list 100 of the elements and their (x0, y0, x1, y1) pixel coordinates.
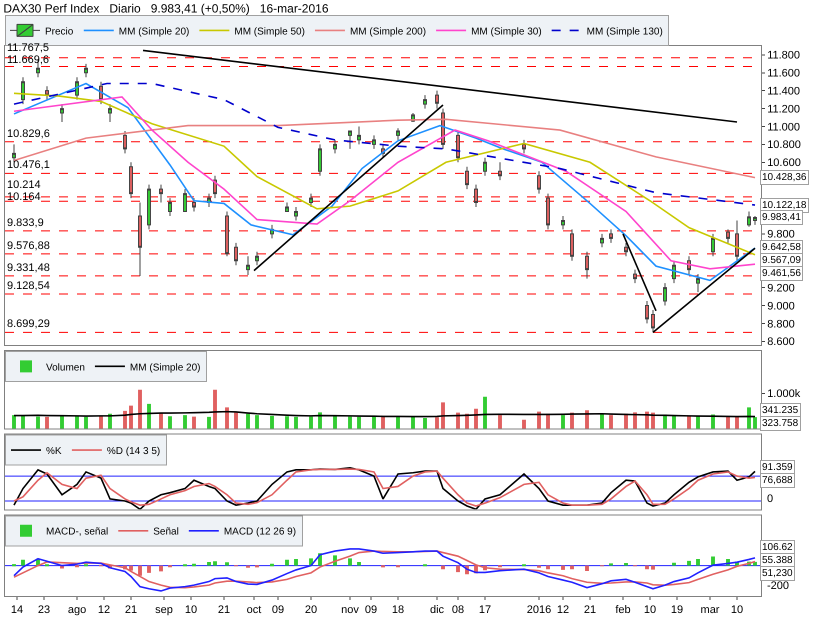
candlestick (537, 170, 541, 194)
candlestick (561, 215, 565, 230)
annotation: 51,230 (762, 568, 794, 579)
bar (294, 416, 298, 429)
bar (651, 412, 655, 429)
bar (609, 563, 613, 566)
candlestick (465, 166, 469, 190)
legend-label: MM (Simple 200) (350, 26, 426, 38)
bar (600, 414, 604, 429)
bar (609, 415, 613, 429)
candlestick (45, 86, 49, 100)
bar (483, 396, 487, 429)
ref-line-label: 10.214 (7, 179, 41, 191)
candlestick (735, 220, 739, 262)
bar (498, 415, 502, 429)
y-tick-label: 1.000k (767, 388, 801, 400)
x-tick-label: 10 (730, 604, 744, 616)
x-tick-label: 20 (304, 604, 318, 616)
candlestick (423, 94, 427, 110)
bar (192, 564, 196, 566)
bar (285, 560, 289, 566)
bar (45, 416, 49, 429)
x-tick-label: mar (700, 604, 720, 616)
bar (522, 420, 526, 429)
ref-line-label: 10.829,6 (7, 128, 50, 140)
candlestick (747, 211, 751, 228)
bar (159, 566, 163, 572)
bar (294, 559, 298, 566)
bar (129, 406, 133, 429)
bar (207, 416, 211, 429)
candlestick (294, 206, 298, 221)
legend-label: Volumen (46, 362, 85, 374)
bar (138, 566, 142, 576)
candlestick (255, 251, 259, 266)
bar (357, 416, 361, 429)
x-tick-label: 18 (392, 604, 404, 616)
bar (270, 416, 274, 429)
candlestick (333, 139, 337, 154)
candlestick (663, 282, 667, 306)
candlestick (21, 76, 25, 105)
candlestick (546, 193, 550, 230)
legend-label: MM (Simple 20) (130, 362, 200, 374)
y-tick-label: 8.800 (767, 318, 795, 330)
y-tick-label: 9.800 (767, 228, 795, 241)
candlestick (753, 215, 757, 226)
x-tick-label: 2016 (526, 604, 552, 616)
candlestick (372, 134, 376, 150)
candlestick (357, 126, 361, 145)
candlestick (168, 198, 172, 216)
candlestick (672, 260, 676, 284)
bar (12, 415, 16, 429)
bar (21, 416, 25, 429)
candlestick (84, 63, 88, 78)
candlestick (711, 233, 715, 257)
legend-label: %D (14 3 5) (106, 446, 160, 457)
y-tick-label: 11.200 (767, 103, 800, 116)
bar (441, 566, 445, 570)
candlestick (651, 309, 655, 333)
text: -200 (767, 580, 790, 592)
x-tick-label: 10 (644, 604, 656, 616)
annotation: 55.388 (762, 555, 794, 566)
bar (75, 416, 79, 429)
x-tick-label: 09 (364, 604, 378, 616)
bar (225, 562, 229, 566)
candlestick (75, 76, 79, 100)
legend-label: MM (Simple 50) (234, 26, 305, 38)
bar (270, 564, 274, 566)
bar (381, 416, 385, 429)
bar (147, 404, 151, 429)
bar (672, 562, 676, 566)
candlestick (192, 198, 196, 212)
candlestick (60, 104, 64, 122)
bar (123, 410, 127, 429)
x-tick-label: ago (68, 604, 86, 616)
candlestick (108, 104, 112, 122)
bar (348, 558, 352, 566)
x-tick-label: 21 (124, 604, 138, 616)
legend-label: MACD-, señal (46, 526, 108, 538)
bar (168, 416, 172, 429)
candlestick (123, 130, 127, 154)
candlestick (498, 162, 502, 181)
bar (696, 559, 700, 566)
annotation: 9.567,09 (762, 255, 802, 266)
bar (585, 566, 589, 572)
candlestick (129, 162, 133, 199)
bar (192, 416, 196, 429)
candlestick (348, 130, 352, 150)
bar (285, 416, 289, 429)
bar (687, 416, 691, 429)
ref-line-label: 9.128,54 (7, 280, 50, 292)
x-tick-label: sep (155, 604, 173, 616)
bar (108, 414, 112, 429)
y-tick-label: 8.600 (767, 336, 795, 348)
bar (570, 412, 574, 429)
bar (60, 416, 64, 429)
candlestick (396, 128, 400, 140)
bar (129, 566, 133, 571)
legend-label: MM (Simple 30) (471, 26, 542, 38)
bar (441, 402, 445, 429)
y-tick-label: 11.600 (767, 68, 800, 80)
